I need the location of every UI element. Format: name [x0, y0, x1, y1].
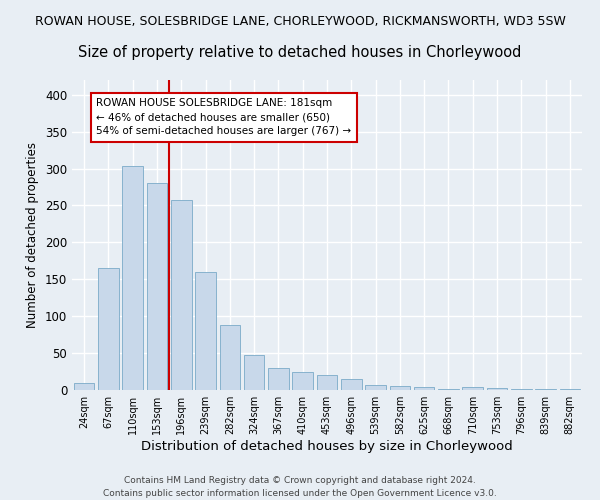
- Text: ROWAN HOUSE, SOLESBRIDGE LANE, CHORLEYWOOD, RICKMANSWORTH, WD3 5SW: ROWAN HOUSE, SOLESBRIDGE LANE, CHORLEYWO…: [35, 15, 565, 28]
- Bar: [195, 272, 216, 390]
- Bar: [317, 374, 337, 390]
- Bar: [122, 166, 143, 390]
- Bar: [98, 268, 119, 390]
- Bar: [146, 182, 167, 390]
- Bar: [463, 387, 483, 390]
- Bar: [389, 386, 410, 390]
- Text: Size of property relative to detached houses in Chorleywood: Size of property relative to detached ho…: [79, 45, 521, 60]
- Bar: [487, 388, 508, 390]
- Bar: [341, 379, 362, 390]
- Bar: [292, 372, 313, 390]
- Bar: [171, 200, 191, 390]
- Text: Contains HM Land Registry data © Crown copyright and database right 2024.
Contai: Contains HM Land Registry data © Crown c…: [103, 476, 497, 498]
- Bar: [220, 325, 240, 390]
- Bar: [511, 388, 532, 390]
- Bar: [414, 387, 434, 390]
- Bar: [74, 382, 94, 390]
- Y-axis label: Number of detached properties: Number of detached properties: [26, 142, 40, 328]
- Text: ROWAN HOUSE SOLESBRIDGE LANE: 181sqm
← 46% of detached houses are smaller (650)
: ROWAN HOUSE SOLESBRIDGE LANE: 181sqm ← 4…: [96, 98, 352, 136]
- Bar: [365, 385, 386, 390]
- Bar: [244, 356, 265, 390]
- Bar: [438, 388, 459, 390]
- X-axis label: Distribution of detached houses by size in Chorleywood: Distribution of detached houses by size …: [141, 440, 513, 453]
- Bar: [268, 368, 289, 390]
